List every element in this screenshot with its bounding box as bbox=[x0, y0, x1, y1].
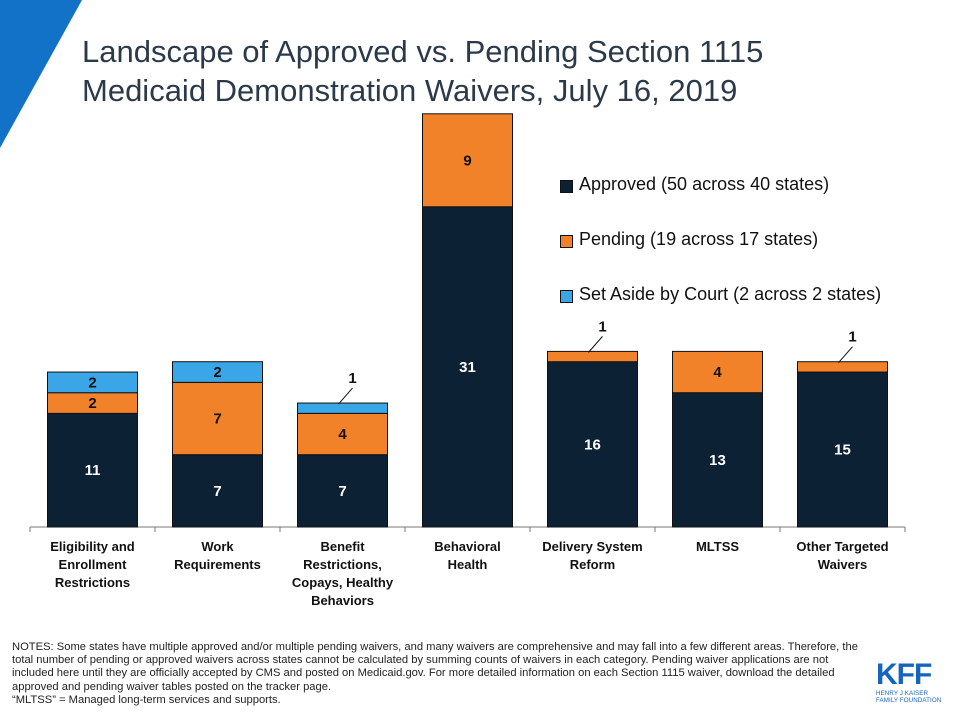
bar-segment-pending bbox=[547, 350, 638, 363]
data-label-approved: 7 bbox=[338, 483, 346, 500]
data-label-set_aside: 2 bbox=[213, 364, 221, 381]
category-label: Behavioral bbox=[434, 539, 500, 554]
legend-item-set-aside: Set Aside by Court (2 across 2 states) bbox=[560, 284, 881, 339]
data-label-pending: 7 bbox=[213, 411, 221, 428]
data-label-approved: 15 bbox=[834, 442, 851, 459]
data-label-pending: 9 bbox=[463, 152, 471, 169]
category-label: Reform bbox=[570, 557, 616, 572]
data-label-approved: 31 bbox=[459, 359, 476, 376]
bar-segment-pending bbox=[672, 350, 763, 394]
bar-segment-set_aside bbox=[172, 361, 263, 383]
category-label: Benefit bbox=[320, 539, 365, 554]
category-label: Enrollment bbox=[59, 557, 128, 572]
category-label: Other Targeted bbox=[796, 539, 888, 554]
callout-leader bbox=[588, 336, 603, 353]
category-label: Requirements bbox=[174, 557, 261, 572]
chart-title: Landscape of Approved vs. Pending Sectio… bbox=[82, 32, 942, 110]
bar-segment-approved bbox=[422, 206, 513, 528]
notes: NOTES: Some states have multiple approve… bbox=[12, 641, 858, 706]
legend-label-set-aside: Set Aside by Court (2 across 2 states) bbox=[579, 284, 882, 304]
category-label: Copays, Healthy bbox=[292, 575, 394, 590]
data-label-pending: 1 bbox=[848, 329, 856, 346]
data-label-pending: 1 bbox=[598, 318, 606, 335]
category-label: Waivers bbox=[818, 557, 867, 572]
category-label: Delivery System bbox=[542, 539, 642, 554]
data-label-pending: 2 bbox=[88, 395, 96, 412]
data-label-pending: 4 bbox=[713, 364, 722, 381]
bar-segment-approved bbox=[672, 392, 763, 528]
data-label-pending: 4 bbox=[338, 426, 347, 443]
category-label: MLTSS bbox=[696, 539, 739, 554]
data-label-approved: 7 bbox=[213, 483, 221, 500]
bar-segment-pending bbox=[797, 361, 888, 373]
legend-item-approved: Approved (50 across 40 states) bbox=[560, 174, 881, 229]
legend-swatch-set-aside bbox=[560, 290, 573, 303]
bar-segment-approved bbox=[797, 371, 888, 528]
legend-label-pending: Pending (19 across 17 states) bbox=[579, 229, 819, 249]
corner-accent bbox=[0, 0, 82, 148]
category-label: Work bbox=[201, 539, 234, 554]
bar-segment-pending bbox=[172, 381, 263, 456]
bar-segment-approved bbox=[547, 361, 638, 528]
chart-title-line-2: Medicaid Demonstration Waivers, July 16,… bbox=[82, 73, 738, 108]
callout-leader bbox=[838, 346, 853, 364]
bar-segment-pending bbox=[422, 113, 513, 208]
bar-segment-set_aside bbox=[47, 371, 138, 394]
legend-item-pending: Pending (19 across 17 states) bbox=[560, 229, 881, 284]
legend: Approved (50 across 40 states) Pending (… bbox=[560, 174, 881, 339]
bar-segment-approved bbox=[47, 412, 138, 528]
data-label-approved: 13 bbox=[709, 452, 726, 469]
data-label-approved: 16 bbox=[584, 436, 601, 453]
category-label: Eligibility and bbox=[50, 539, 135, 554]
data-label-set_aside: 2 bbox=[88, 374, 96, 391]
logo-subtitle-line-2: FAMILY FOUNDATION bbox=[876, 697, 942, 704]
logo-subtitle-line-1: HENRY J KAISER bbox=[876, 690, 929, 697]
legend-swatch-approved bbox=[560, 180, 573, 193]
logo-subtitle: HENRY J KAISER FAMILY FOUNDATION bbox=[876, 690, 946, 704]
kff-logo: KFF HENRY J KAISER FAMILY FOUNDATION bbox=[876, 658, 946, 705]
category-label: Restrictions, bbox=[303, 557, 382, 572]
category-label: Restrictions bbox=[55, 575, 130, 590]
logo-mark: KFF bbox=[876, 658, 932, 691]
legend-swatch-pending bbox=[560, 235, 573, 248]
legend-label-approved: Approved (50 across 40 states) bbox=[579, 174, 830, 194]
data-label-set_aside: 1 bbox=[348, 370, 356, 387]
chart-title-line-1: Landscape of Approved vs. Pending Sectio… bbox=[82, 34, 764, 69]
category-label: Health bbox=[448, 557, 488, 572]
callout-leader bbox=[338, 387, 353, 405]
bar-segment-set_aside bbox=[297, 402, 388, 414]
bar-segment-pending bbox=[297, 412, 388, 456]
data-label-approved: 11 bbox=[85, 462, 101, 479]
bar-segment-approved bbox=[297, 454, 388, 528]
category-label: Behaviors bbox=[311, 593, 374, 608]
